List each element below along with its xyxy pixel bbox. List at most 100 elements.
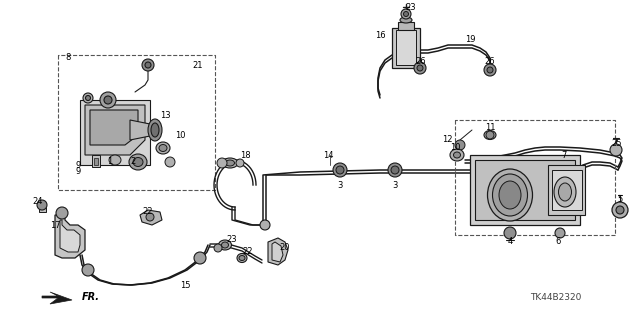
Ellipse shape <box>218 240 232 250</box>
Ellipse shape <box>484 130 496 139</box>
Circle shape <box>401 9 411 19</box>
Circle shape <box>100 92 116 108</box>
Text: 22: 22 <box>143 207 153 217</box>
Ellipse shape <box>148 119 162 141</box>
Circle shape <box>83 93 93 103</box>
Bar <box>392 28 420 68</box>
Bar <box>39 207 46 212</box>
Polygon shape <box>55 215 85 258</box>
Ellipse shape <box>133 158 143 167</box>
Circle shape <box>555 228 565 238</box>
Polygon shape <box>552 170 582 210</box>
Ellipse shape <box>554 177 576 207</box>
Polygon shape <box>140 210 162 225</box>
Text: 13: 13 <box>160 110 170 120</box>
Text: 7: 7 <box>561 151 566 160</box>
Ellipse shape <box>237 254 247 263</box>
Text: 8: 8 <box>65 54 70 63</box>
Text: 5: 5 <box>618 196 623 204</box>
Ellipse shape <box>559 183 572 201</box>
Ellipse shape <box>493 174 527 216</box>
Circle shape <box>82 264 94 276</box>
Text: 2: 2 <box>131 158 136 167</box>
Text: TK44B2320: TK44B2320 <box>530 293 581 302</box>
Circle shape <box>616 206 624 214</box>
Text: 15: 15 <box>180 280 190 290</box>
Text: 24: 24 <box>33 197 44 206</box>
Circle shape <box>104 96 112 104</box>
Circle shape <box>37 200 47 210</box>
Ellipse shape <box>129 154 147 170</box>
Ellipse shape <box>109 155 121 165</box>
Text: 23: 23 <box>406 4 416 12</box>
Text: 1: 1 <box>108 158 113 167</box>
Text: 6: 6 <box>556 238 561 247</box>
Ellipse shape <box>488 169 532 221</box>
Bar <box>94 158 98 165</box>
Text: 10: 10 <box>175 130 185 139</box>
Circle shape <box>260 220 270 230</box>
Ellipse shape <box>225 160 234 166</box>
Circle shape <box>414 62 426 74</box>
Text: 26: 26 <box>416 57 426 66</box>
Ellipse shape <box>499 181 521 209</box>
Ellipse shape <box>156 142 170 154</box>
Text: 18: 18 <box>240 151 250 160</box>
Text: 26: 26 <box>484 57 495 66</box>
Text: 10: 10 <box>450 144 460 152</box>
Text: 14: 14 <box>323 151 333 160</box>
Circle shape <box>56 207 68 219</box>
Text: 23: 23 <box>227 235 237 244</box>
Circle shape <box>336 166 344 174</box>
Ellipse shape <box>454 152 461 158</box>
Circle shape <box>610 144 622 156</box>
Circle shape <box>236 159 244 167</box>
Text: 25: 25 <box>612 138 622 147</box>
Text: 3: 3 <box>337 181 342 189</box>
Circle shape <box>612 202 628 218</box>
Polygon shape <box>80 100 150 165</box>
Circle shape <box>217 158 227 168</box>
Text: 21: 21 <box>193 61 204 70</box>
Circle shape <box>86 95 90 100</box>
Polygon shape <box>42 292 72 304</box>
Polygon shape <box>268 238 288 265</box>
Text: 17: 17 <box>50 220 60 229</box>
Ellipse shape <box>221 242 228 248</box>
Circle shape <box>486 131 494 139</box>
Circle shape <box>455 140 465 150</box>
Ellipse shape <box>400 17 412 23</box>
Bar <box>396 30 416 65</box>
Circle shape <box>165 157 175 167</box>
Circle shape <box>417 65 423 71</box>
Polygon shape <box>85 105 145 155</box>
Circle shape <box>403 11 408 17</box>
Text: 9: 9 <box>76 160 81 169</box>
Circle shape <box>194 252 206 264</box>
Circle shape <box>388 163 402 177</box>
Text: 22: 22 <box>243 248 253 256</box>
Circle shape <box>391 166 399 174</box>
Ellipse shape <box>239 256 245 261</box>
Text: 4: 4 <box>508 238 513 247</box>
Circle shape <box>487 67 493 73</box>
Circle shape <box>484 64 496 76</box>
Text: 20: 20 <box>280 243 291 253</box>
Ellipse shape <box>159 145 167 152</box>
Polygon shape <box>272 242 283 262</box>
Text: 9: 9 <box>76 167 81 176</box>
Text: 11: 11 <box>484 123 495 132</box>
Ellipse shape <box>151 123 159 137</box>
Text: 16: 16 <box>374 31 385 40</box>
Circle shape <box>142 59 154 71</box>
Circle shape <box>504 227 516 239</box>
Text: FR.: FR. <box>82 292 100 302</box>
Circle shape <box>146 213 154 221</box>
Text: 19: 19 <box>465 35 476 44</box>
Bar <box>398 22 414 30</box>
Polygon shape <box>90 110 138 145</box>
Circle shape <box>333 163 347 177</box>
Text: 3: 3 <box>392 181 397 189</box>
Polygon shape <box>475 160 575 220</box>
Ellipse shape <box>222 158 238 168</box>
